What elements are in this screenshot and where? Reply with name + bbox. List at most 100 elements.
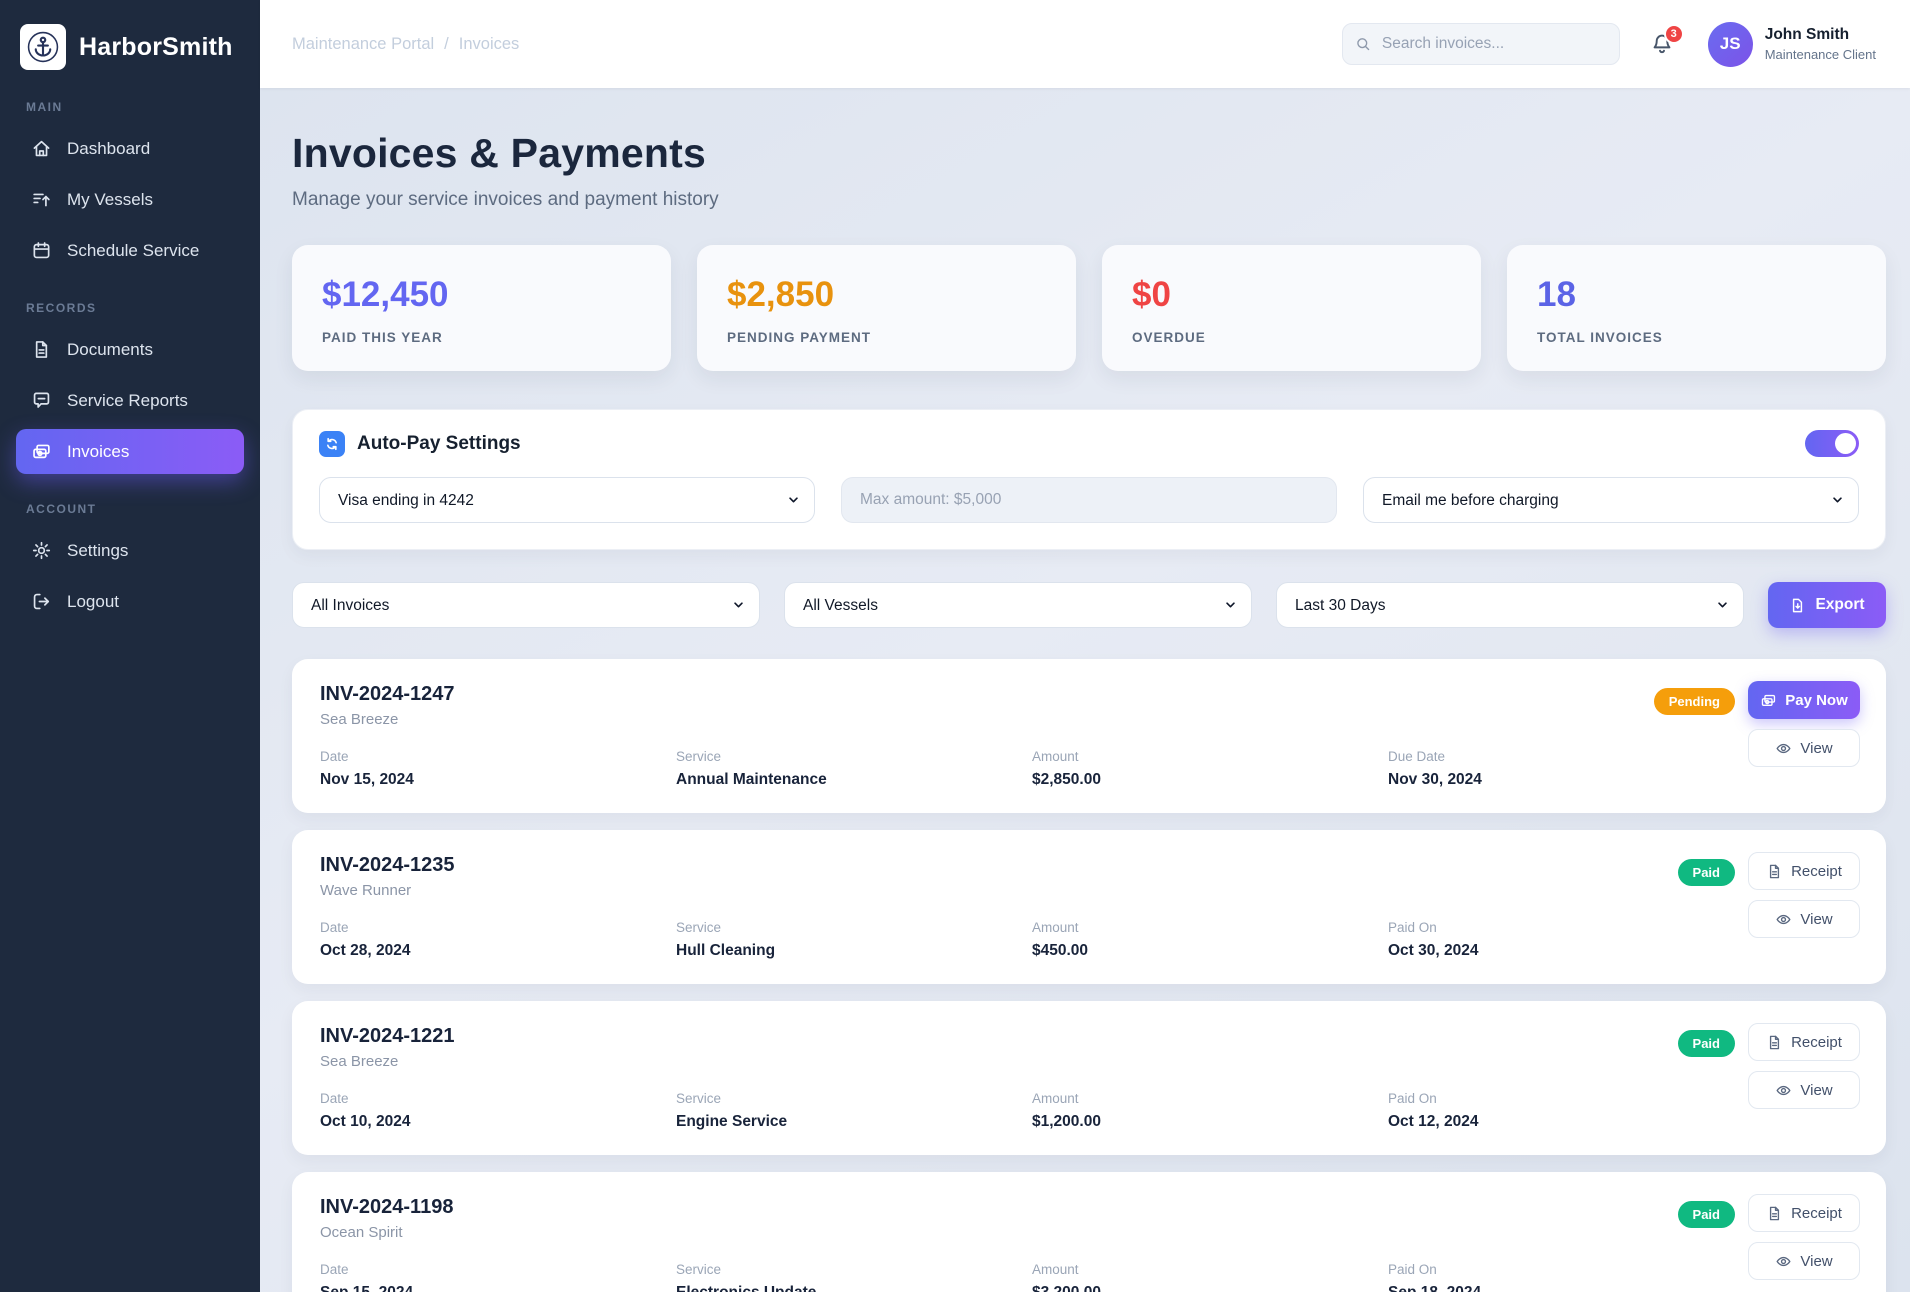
pay-now-button[interactable]: Pay Now (1748, 681, 1860, 719)
avatar[interactable]: JS (1707, 21, 1753, 67)
receipt-icon (1766, 863, 1783, 880)
field-value: Sep 15, 2024 (320, 1284, 676, 1292)
field-label: Date (320, 1262, 349, 1277)
field-service: Service Electronics Update (676, 1262, 1032, 1292)
action-buttons: Receipt View (1748, 1023, 1860, 1109)
invoice-id: INV-2024-1198 (320, 1196, 454, 1218)
stat-value: $12,450 (322, 275, 449, 314)
stat-card-overdue: $0 OVERDUE (1102, 245, 1481, 371)
view-button[interactable]: View (1748, 1071, 1860, 1109)
field-value: $450.00 (1032, 942, 1089, 959)
invoice-actions: Paid Receipt View (1677, 852, 1860, 938)
vessel-filter-select[interactable]: All Vessels (784, 582, 1252, 628)
invoice-list: INV-2024-1247 Sea Breeze Date Nov 15, 20… (292, 659, 1886, 1292)
sidebar: HarborSmith MAIN Dashboard My Vessels Sc… (0, 0, 260, 1292)
sidebar-item-schedule-service[interactable]: Schedule Service (16, 228, 244, 273)
field-amount: Amount $450.00 (1032, 920, 1388, 960)
autopay-toggle[interactable] (1805, 430, 1859, 457)
sidebar-item-settings[interactable]: Settings (16, 528, 244, 573)
field-date: Date Nov 15, 2024 (320, 749, 676, 789)
sidebar-item-label: Dashboard (67, 138, 151, 158)
sidebar-item-documents[interactable]: Documents (16, 327, 244, 372)
field-value: Oct 28, 2024 (320, 942, 411, 959)
invoice-vessel: Sea Breeze (320, 1053, 399, 1070)
stat-label: OVERDUE (1132, 330, 1206, 345)
report-icon (31, 390, 52, 411)
view-button[interactable]: View (1748, 729, 1860, 767)
field-value: $2,850.00 (1032, 771, 1101, 788)
sidebar-item-invoices[interactable]: Invoices (16, 429, 244, 474)
sidebar-item-label: My Vessels (67, 189, 153, 209)
notifications-button[interactable]: 3 (1650, 24, 1684, 56)
invoice-vessel: Ocean Spirit (320, 1224, 403, 1241)
receipt-button[interactable]: Receipt (1748, 1194, 1860, 1232)
brand: HarborSmith (16, 18, 244, 80)
sidebar-item-my-vessels[interactable]: My Vessels (16, 177, 244, 222)
field-value: Hull Cleaning (676, 942, 776, 959)
eye-icon (1775, 740, 1792, 757)
field-label: Amount (1032, 1262, 1079, 1277)
sidebar-item-label: Invoices (67, 441, 130, 461)
status-badge: Paid (1677, 1030, 1735, 1057)
max-amount-input[interactable] (841, 477, 1337, 523)
field-amount: Amount $3,200.00 (1032, 1262, 1388, 1292)
invoice-row: INV-2024-1221 Sea Breeze Date Oct 10, 20… (292, 1001, 1886, 1155)
autopay-header: Auto-Pay Settings (319, 430, 1859, 457)
user-info: John Smith Maintenance Client (1765, 25, 1876, 63)
view-button[interactable]: View (1748, 900, 1860, 938)
date-filter-select[interactable]: Last 30 Days (1276, 582, 1744, 628)
field-amount: Amount $2,850.00 (1032, 749, 1388, 789)
sidebar-item-logout[interactable]: Logout (16, 579, 244, 624)
topbar: Maintenance Portal / Invoices 3 JS John … (260, 0, 1910, 88)
field-label: Due Date (1388, 749, 1446, 764)
invoice-filter-select[interactable]: All Invoices (292, 582, 760, 628)
invoice-fields: Date Oct 10, 2024 Service Engine Service… (320, 1091, 1858, 1131)
sidebar-item-service-reports[interactable]: Service Reports (16, 378, 244, 423)
anchor-icon (26, 30, 60, 64)
card-icon (1760, 692, 1777, 709)
user-role: Maintenance Client (1764, 46, 1876, 62)
status-badge: Pending (1653, 688, 1735, 715)
payment-method-select[interactable]: Visa ending in 4242 (319, 477, 815, 523)
field-label: Paid On (1388, 1262, 1437, 1277)
button-label: Pay Now (1785, 691, 1848, 709)
notify-option-control: Email me before charging (1363, 477, 1859, 523)
vessel-filter-control: All Vessels (784, 582, 1252, 628)
action-buttons: Receipt View (1748, 1194, 1860, 1280)
field-value: Nov 30, 2024 (1388, 771, 1482, 788)
invoice-id: INV-2024-1247 (320, 683, 455, 705)
field-label: Service (676, 749, 722, 764)
field-service: Service Hull Cleaning (676, 920, 1032, 960)
search-input[interactable] (1379, 34, 1607, 54)
date-filter-control: Last 30 Days (1276, 582, 1744, 628)
page-subtitle: Manage your service invoices and payment… (292, 189, 719, 210)
stat-card-paid-this-year: $12,450 PAID THIS YEAR (292, 245, 671, 371)
field-value: $3,200.00 (1032, 1284, 1388, 1292)
sidebar-item-dashboard[interactable]: Dashboard (16, 126, 244, 171)
field-paid-on: Paid On Oct 12, 2024 (1388, 1091, 1858, 1131)
notify-option-select[interactable]: Email me before charging (1363, 477, 1859, 523)
receipt-icon (1766, 1034, 1783, 1051)
breadcrumb-parent[interactable]: Maintenance Portal (292, 34, 435, 53)
field-label: Date (320, 749, 349, 764)
autopay-title: Auto-Pay Settings (357, 432, 521, 454)
receipt-button[interactable]: Receipt (1748, 852, 1860, 890)
field-date: Date Sep 15, 2024 (320, 1262, 676, 1292)
button-label: Receipt (1791, 862, 1842, 880)
invoice-filter-control: All Invoices (292, 582, 760, 628)
status-badge: Paid (1677, 1201, 1735, 1228)
eye-icon (1775, 1253, 1792, 1270)
receipt-button[interactable]: Receipt (1748, 1023, 1860, 1061)
payment-method-control: Visa ending in 4242 (319, 477, 815, 523)
export-button[interactable]: Export (1768, 582, 1886, 628)
eye-icon (1775, 911, 1792, 928)
vessels-icon (31, 189, 52, 210)
invoice-vessel: Sea Breeze (320, 711, 399, 728)
view-button[interactable]: View (1748, 1242, 1860, 1280)
export-label: Export (1815, 596, 1865, 613)
invoice-fields: Date Sep 15, 2024 Service Electronics Up… (320, 1262, 1858, 1292)
field-value: Oct 10, 2024 (320, 1113, 411, 1130)
field-amount: Amount $1,200.00 (1032, 1091, 1388, 1131)
field-service: Service Annual Maintenance (676, 749, 1032, 789)
document-icon (31, 339, 52, 360)
